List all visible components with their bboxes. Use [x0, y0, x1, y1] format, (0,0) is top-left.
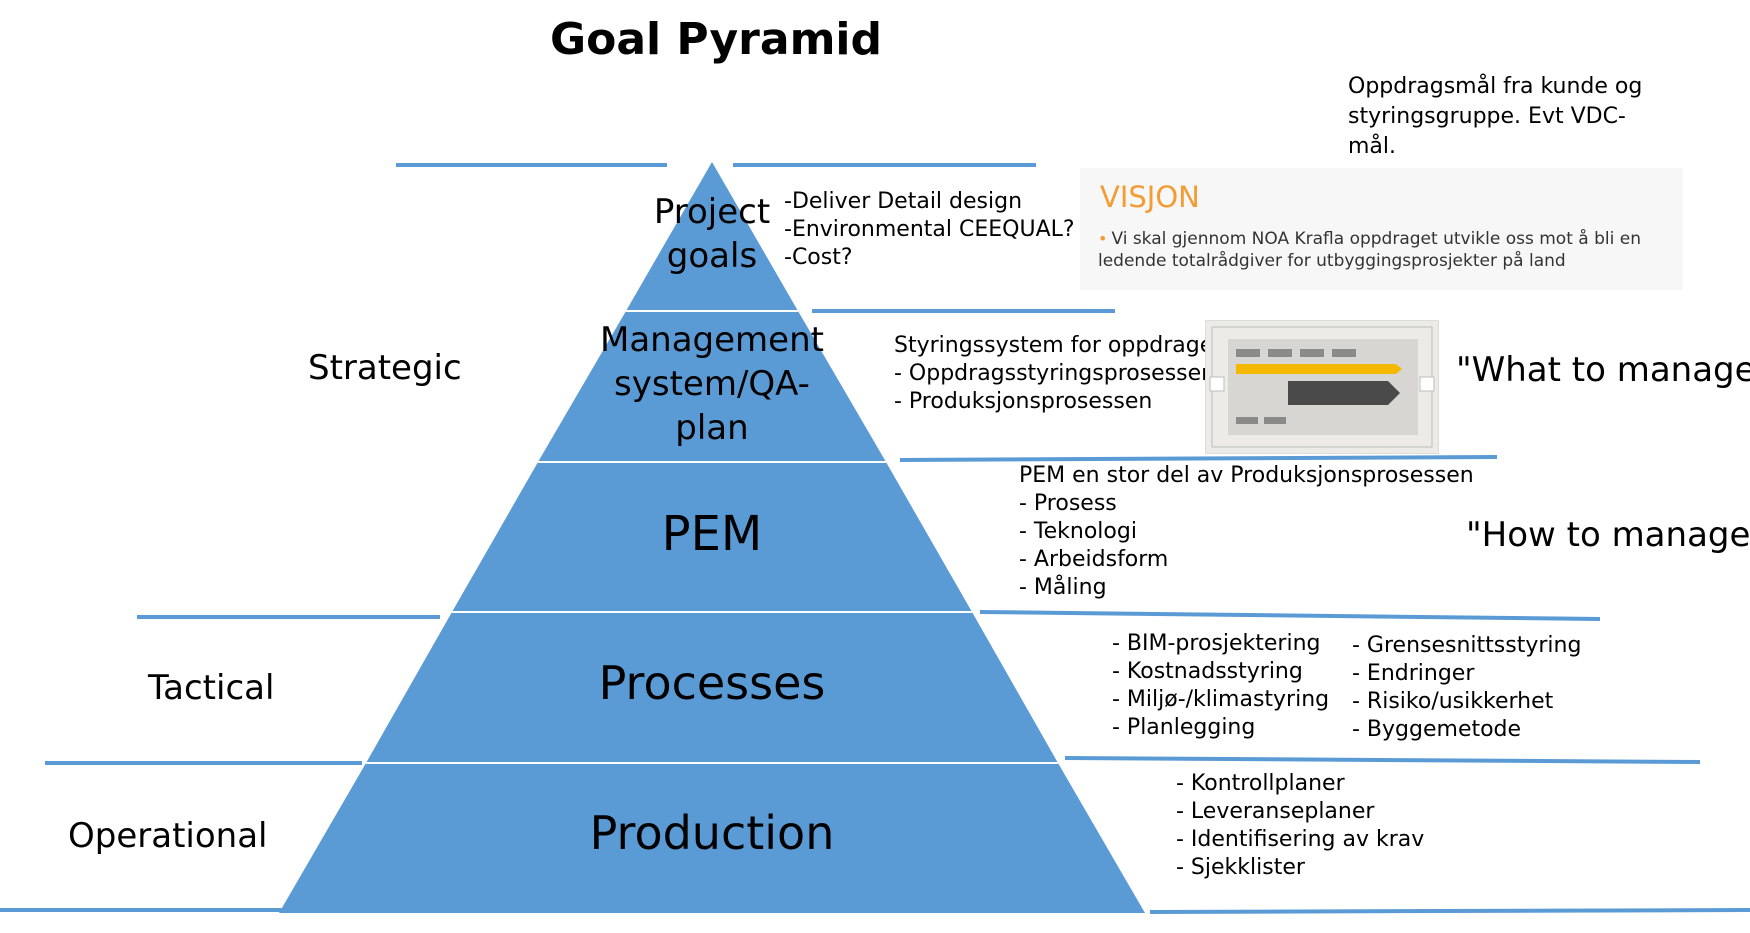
process-diagram-thumbnail — [1205, 320, 1439, 454]
tier-label-line: plan — [675, 408, 749, 448]
note-line: - Endringer — [1352, 661, 1475, 686]
note-line: styringsgruppe. Evt VDC- — [1348, 104, 1626, 129]
pem-notes: PEM en stor del av Produksjonsprosessen … — [1019, 462, 1474, 602]
note-line: -Cost? — [784, 245, 853, 270]
tier-label-processes: Processes — [562, 656, 862, 711]
tier-pem — [452, 462, 972, 612]
note-line: mål. — [1348, 134, 1397, 159]
note-line: - Kostnadsstyring — [1112, 659, 1303, 684]
tier-management-system — [538, 311, 886, 462]
tier-label-line: system/QA- — [614, 364, 810, 404]
how-to-manage-quote: "How to manage" — [1466, 515, 1750, 555]
note-line: -Deliver Detail design — [784, 189, 1023, 214]
tier-label-pem: PEM — [562, 506, 862, 564]
visjon-text: Vi skal gjennom NOA Krafla oppdraget utv… — [1098, 229, 1641, 271]
note-line: - Produksjonsprosessen — [894, 389, 1153, 414]
note-line: - Prosess — [1019, 491, 1117, 516]
tier-production — [279, 763, 1145, 913]
note-line: Oppdragsmål fra kunde og — [1348, 74, 1643, 99]
note-line: PEM en stor del av Produksjonsprosessen — [1019, 463, 1474, 488]
tier-label-line: Processes — [598, 656, 826, 710]
visjon-title: VISJON — [1100, 180, 1200, 214]
tier-label-line: Project — [653, 192, 771, 232]
management-notes: Styringssystem for oppdraget - Oppdragss… — [894, 332, 1222, 416]
note-line: - Arbeidsform — [1019, 547, 1169, 572]
tier-processes — [366, 612, 1058, 763]
visjon-text-block: • Vi skal gjennom NOA Krafla oppdraget ut… — [1098, 228, 1678, 272]
note-line: - Oppdragsstyringsprosessen — [894, 361, 1216, 386]
note-line: - Kontrollplaner — [1176, 771, 1345, 796]
tier-label-line: Production — [589, 806, 835, 860]
note-line: - Risiko/usikkerhet — [1352, 689, 1554, 714]
tier-label-line: PEM — [661, 506, 763, 562]
tier-label-line: Management — [600, 320, 824, 360]
note-line: Styringssystem for oppdraget — [894, 333, 1222, 358]
divider-line — [899, 455, 1498, 462]
bullet-icon: • — [1098, 229, 1108, 248]
project-goals-notes: -Deliver Detail design -Environmental CE… — [784, 188, 1075, 272]
note-line: - Teknologi — [1019, 519, 1137, 544]
divider-line — [1064, 756, 1701, 764]
tier-label-production: Production — [542, 806, 882, 861]
level-label-operational: Operational — [68, 816, 268, 856]
tier-label-line: goals — [666, 236, 758, 276]
production-notes: - Kontrollplaner - Leveranseplaner - Ide… — [1176, 770, 1424, 882]
tier-label-management-system: Management system/QA- plan — [587, 318, 837, 450]
client-goals-note: Oppdragsmål fra kunde og styringsgruppe.… — [1348, 72, 1642, 162]
note-line: - Grensesnittsstyring — [1352, 633, 1582, 658]
tier-label-project-goals: Project goals — [632, 190, 792, 278]
page-title: Goal Pyramid — [550, 14, 882, 65]
divider-line — [1149, 908, 1750, 914]
note-line: - Måling — [1019, 575, 1107, 600]
divider-line — [979, 610, 1601, 621]
note-line: -Environmental CEEQUAL? — [784, 217, 1075, 242]
visjon-panel: VISJON • Vi skal gjennom NOA Krafla oppdr… — [1080, 168, 1683, 290]
processes-notes-left: - BIM-prosjektering - Kostnadsstyring - … — [1112, 630, 1329, 742]
processes-notes-right: - Grensesnittsstyring - Endringer - Risi… — [1352, 632, 1581, 744]
process-diagram-image — [1209, 326, 1435, 448]
note-line: - Planlegging — [1112, 715, 1256, 740]
note-line: - Leveranseplaner — [1176, 799, 1375, 824]
note-line: - Byggemetode — [1352, 717, 1522, 742]
note-line: - Sjekklister — [1176, 855, 1305, 880]
what-to-manage-quote: "What to manage" — [1456, 350, 1750, 390]
note-line: - BIM-prosjektering — [1112, 631, 1321, 656]
level-label-strategic: Strategic — [308, 348, 462, 388]
note-line: - Identifisering av krav — [1176, 827, 1425, 852]
tier-project-goals — [626, 162, 798, 311]
level-label-tactical: Tactical — [148, 668, 275, 708]
note-line: - Miljø-/klimastyring — [1112, 687, 1330, 712]
